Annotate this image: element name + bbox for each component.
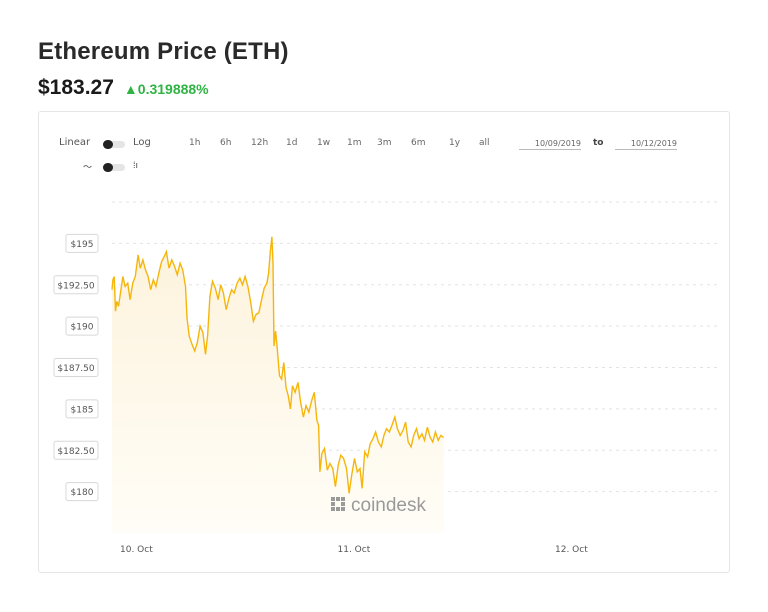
y-tick-label-box (65, 233, 99, 253)
y-tick-label: $180 (71, 488, 94, 498)
range-button-all[interactable]: all (479, 138, 490, 148)
chart-type-toggle[interactable] (103, 163, 125, 172)
up-triangle-icon: ▲ (123, 81, 138, 97)
range-button-3m[interactable]: 3m (377, 138, 392, 148)
candlestick-icon[interactable]: ⁞ı (133, 160, 139, 170)
page-title: Ethereum Price (ETH) (38, 38, 289, 65)
y-tick-label-box (53, 275, 99, 295)
range-button-12h[interactable]: 12h (251, 138, 269, 148)
y-tick-label: $185 (71, 405, 94, 415)
scale-log-label[interactable]: Log (133, 137, 151, 148)
range-button-1h[interactable]: 1h (189, 138, 201, 148)
line-chart-icon[interactable]: 〜 (83, 162, 93, 172)
range-button-6m[interactable]: 6m (411, 138, 426, 148)
range-button-6h[interactable]: 6h (220, 138, 232, 148)
y-tick-label: $195 (71, 240, 94, 250)
price-line (111, 236, 445, 494)
price-chart[interactable]: coindesk $195 $192.50 $190 $187.50 $185 $182.… (39, 112, 729, 572)
watermark-text: coindesk (351, 495, 426, 516)
date-to-input[interactable]: 10/12/2019 (615, 139, 677, 150)
y-tick-label-box (65, 316, 99, 336)
y-tick-label: $192.50 (57, 281, 94, 291)
y-axis-labels: $195 $192.50 $190 $187.50 $185 $182.50 $180 (53, 233, 99, 502)
y-tick-label-box (53, 358, 99, 377)
range-button-1d[interactable]: 1d (286, 138, 298, 148)
x-tick-label: 10. Oct (120, 545, 153, 555)
date-to-label: to (593, 138, 604, 148)
range-button-1m[interactable]: 1m (347, 138, 362, 148)
y-tick-label-box (65, 399, 99, 419)
scale-toggle[interactable] (103, 140, 125, 149)
price-change-value: 0.319888% (137, 81, 209, 97)
scale-linear-label[interactable]: Linear (59, 137, 91, 148)
coindesk-logo-icon (331, 497, 345, 511)
y-tick-label: $187.50 (57, 364, 94, 374)
date-from-input[interactable]: 10/09/2019 (519, 139, 581, 150)
y-tick-label: $182.50 (57, 447, 94, 457)
x-axis-labels: 10. Oct 11. Oct 12. Oct (120, 545, 588, 555)
price-area (112, 236, 444, 534)
price-change: ▲0.319888% (124, 81, 209, 97)
coindesk-watermark: coindesk (331, 495, 426, 516)
chart-card: Linear Log 〜 ⁞ı 1h 6h 12h 1d 1w 1m 3m 6m 1y all 1… (38, 111, 730, 573)
x-tick-label: 11. Oct (338, 545, 371, 555)
y-tick-label-box (65, 482, 99, 502)
x-tick-label: 12. Oct (555, 545, 588, 555)
current-price: $183.27 (38, 76, 114, 99)
y-tick-label: $190 (71, 323, 94, 333)
y-tick-label-box (53, 440, 99, 460)
range-button-1w[interactable]: 1w (317, 138, 331, 148)
range-button-1y[interactable]: 1y (449, 138, 461, 148)
price-row: $183.27 ▲0.319888% (38, 76, 209, 100)
